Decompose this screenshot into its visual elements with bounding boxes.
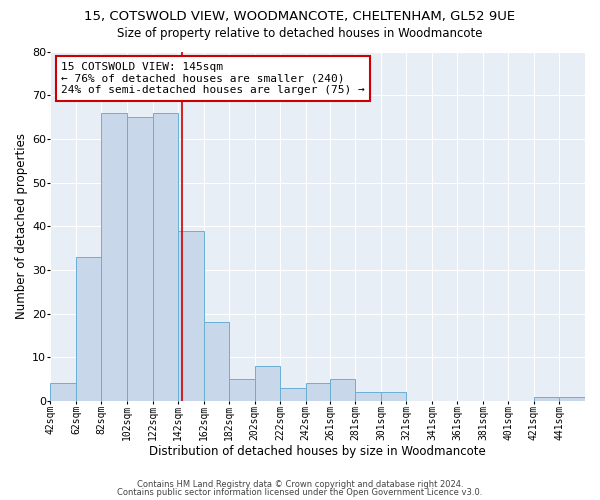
Bar (254, 366, 280, 401)
Bar (330, 379, 355, 401)
Bar (229, 379, 254, 401)
Bar (76, 257, 101, 401)
Y-axis label: Number of detached properties: Number of detached properties (15, 133, 28, 319)
Bar (534, 396, 559, 401)
Bar (305, 384, 330, 401)
Bar (280, 388, 305, 401)
Bar (178, 230, 203, 401)
Text: 15, COTSWOLD VIEW, WOODMANCOTE, CHELTENHAM, GL52 9UE: 15, COTSWOLD VIEW, WOODMANCOTE, CHELTENH… (85, 10, 515, 23)
Bar (50, 384, 76, 401)
Bar (101, 112, 127, 401)
Bar (203, 322, 229, 401)
Bar (127, 117, 152, 401)
X-axis label: Distribution of detached houses by size in Woodmancote: Distribution of detached houses by size … (149, 444, 486, 458)
Text: Size of property relative to detached houses in Woodmancote: Size of property relative to detached ho… (117, 28, 483, 40)
Bar (381, 392, 406, 401)
Bar (152, 112, 178, 401)
Text: Contains HM Land Registry data © Crown copyright and database right 2024.: Contains HM Land Registry data © Crown c… (137, 480, 463, 489)
Bar (559, 396, 585, 401)
Text: 15 COTSWOLD VIEW: 145sqm
← 76% of detached houses are smaller (240)
24% of semi-: 15 COTSWOLD VIEW: 145sqm ← 76% of detach… (61, 62, 365, 95)
Text: Contains public sector information licensed under the Open Government Licence v3: Contains public sector information licen… (118, 488, 482, 497)
Bar (355, 392, 381, 401)
